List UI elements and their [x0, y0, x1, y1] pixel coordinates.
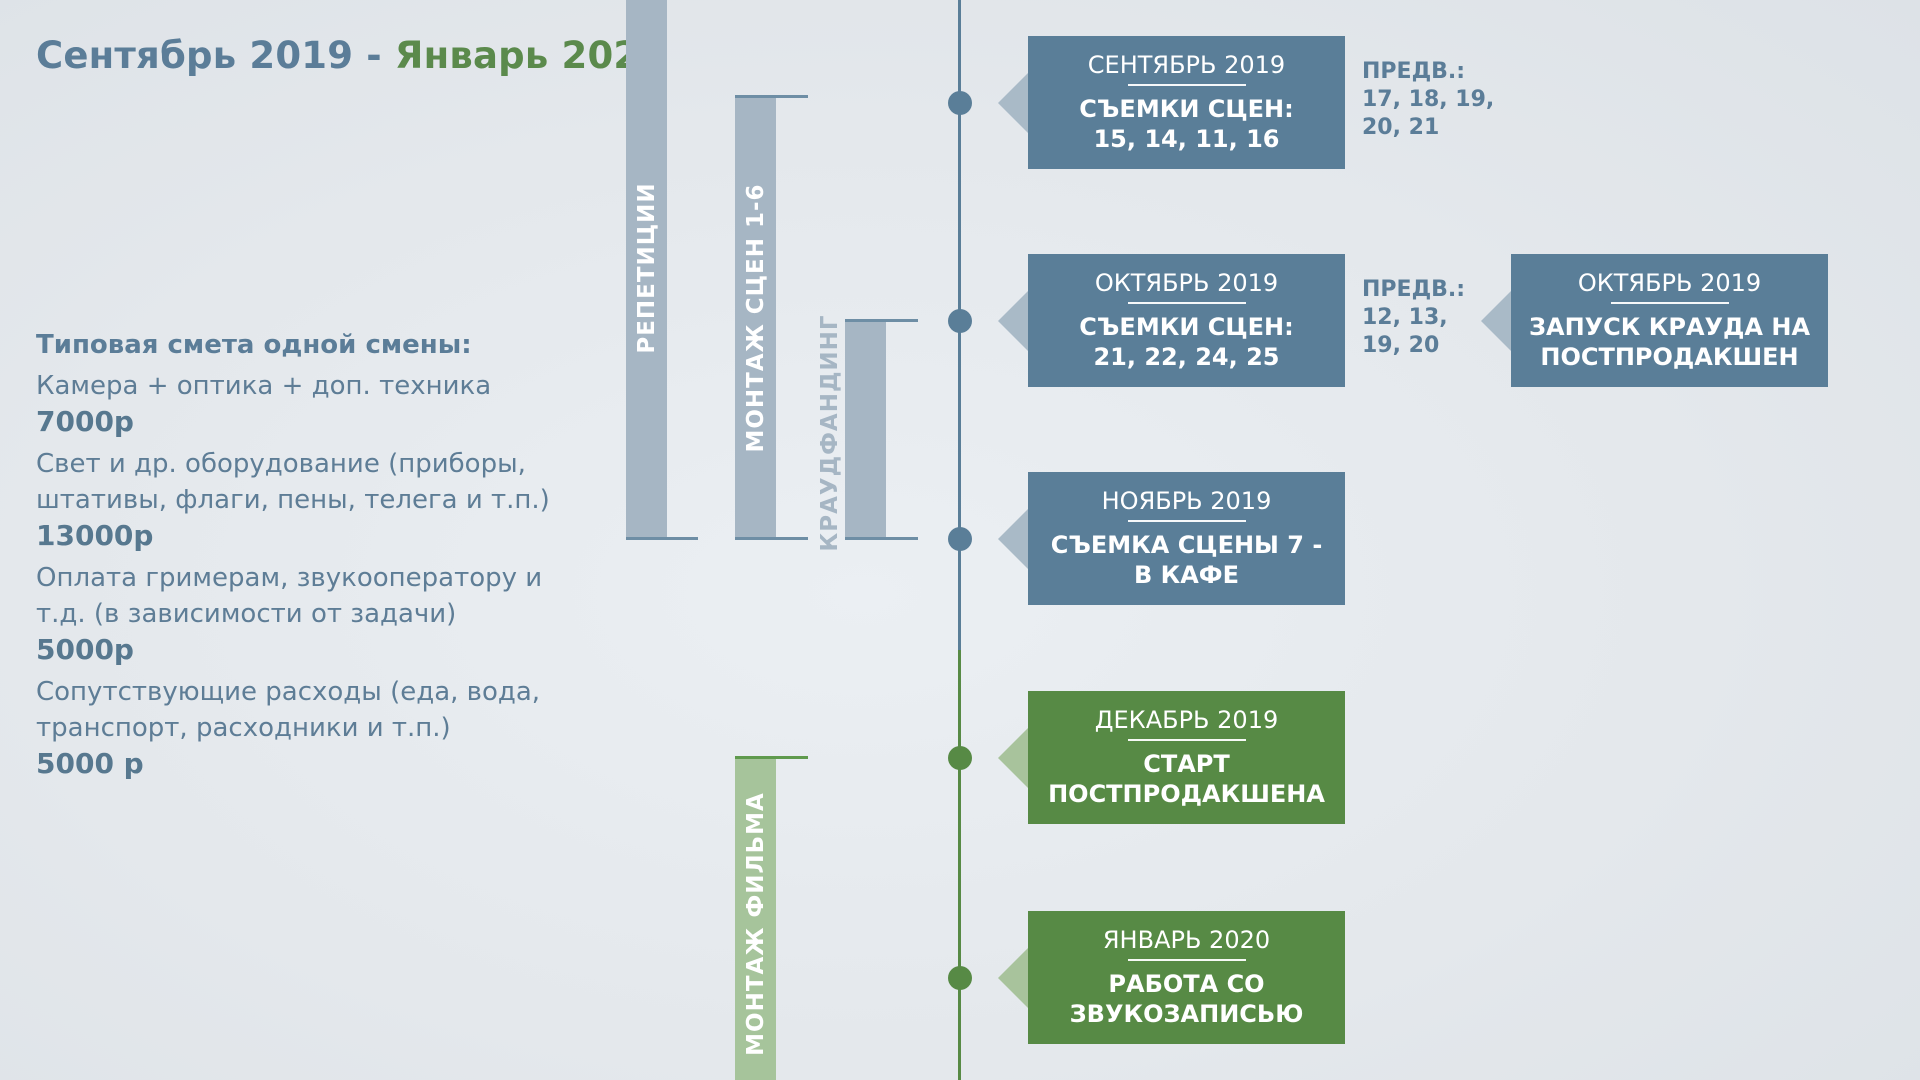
- estimate-item-desc: Свет и др. оборудование (приборы, штатив…: [36, 449, 550, 515]
- timeline-dot: [948, 746, 972, 770]
- card-pointer: [998, 73, 1028, 133]
- timeline-dot: [948, 966, 972, 990]
- event-divider: [1127, 959, 1246, 961]
- event-divider: [1127, 520, 1246, 522]
- estimate-item: Оплата гримерам, звукооператору и т.д. (…: [36, 560, 596, 668]
- estimate-item-price: 5000р: [36, 633, 134, 666]
- bar-film-editing: МОНТАЖ ФИЛЬМА: [735, 758, 776, 1080]
- estimate-item-price: 5000 р: [36, 747, 144, 780]
- event-divider: [1610, 302, 1729, 304]
- bar-crowdfunding-fill: [845, 321, 886, 539]
- estimate-item-desc: Камера + оптика + доп. техника: [36, 371, 492, 401]
- event-card-dec-2019: ДЕКАБРЬ 2019 СТАРТ ПОСТПРОДАКШЕНА: [1028, 691, 1345, 824]
- bar-crowdfunding-cap-bottom: [845, 537, 918, 540]
- title-start: Сентябрь 2019 -: [36, 34, 395, 77]
- bar-crowdfunding: [845, 321, 886, 539]
- bar-rehearsals-cap-bottom: [626, 537, 698, 540]
- event-card-sep-2019: СЕНТЯБРЬ 2019 СЪЕМКИ СЦЕН: 15, 14, 11, 1…: [1028, 36, 1345, 169]
- estimate-item: Свет и др. оборудование (приборы, штатив…: [36, 446, 596, 554]
- event-month: ОКТЯБРЬ 2019: [1094, 269, 1279, 297]
- page-title: Сентябрь 2019 - Январь 2020: [36, 34, 665, 77]
- estimate-item-price: 13000р: [36, 519, 154, 552]
- event-divider: [1127, 84, 1246, 86]
- estimate-item: Сопутствующие расходы (еда, вода, трансп…: [36, 674, 596, 782]
- event-divider: [1127, 739, 1246, 741]
- timeline-dot: [948, 91, 972, 115]
- card-pointer: [1481, 291, 1511, 351]
- event-body: РАБОТА СО ЗВУКОЗАПИСЬЮ: [1069, 970, 1304, 1028]
- event-card-crowd-launch: ОКТЯБРЬ 2019 ЗАПУСК КРАУДА НА ПОСТПРОДАК…: [1511, 254, 1828, 387]
- estimate-item: Камера + оптика + доп. техника 7000р: [36, 368, 596, 440]
- bar-editing-scenes-cap-bottom: [735, 537, 808, 540]
- bar-film-editing-label: МОНТАЖ ФИЛЬМА: [742, 792, 769, 1056]
- shift-estimate: Типовая смета одной смены: Камера + опти…: [36, 330, 596, 788]
- bar-rehearsals-fill: [626, 0, 667, 539]
- bar-film-editing-cap-top: [735, 756, 808, 759]
- event-prelim-dates: ПРЕДВ.: 12, 13, 19, 20: [1362, 277, 1466, 358]
- estimate-heading: Типовая смета одной смены:: [36, 330, 472, 360]
- card-pointer: [998, 728, 1028, 788]
- timeline-line-green: [958, 650, 961, 1080]
- event-body: СЪЕМКА СЦЕНЫ 7 - В КАФЕ: [1050, 531, 1323, 589]
- event-card-jan-2020: ЯНВАРЬ 2020 РАБОТА СО ЗВУКОЗАПИСЬЮ: [1028, 911, 1345, 1044]
- event-body: СЪЕМКИ СЦЕН: 21, 22, 24, 25: [1079, 313, 1294, 371]
- event-body: СТАРТ ПОСТПРОДАКШЕНА: [1048, 750, 1325, 808]
- card-pointer: [998, 509, 1028, 569]
- timeline-dot: [948, 527, 972, 551]
- event-body: СЪЕМКИ СЦЕН: 15, 14, 11, 16: [1079, 95, 1294, 153]
- bar-film-editing-fill: [735, 758, 776, 1080]
- bar-rehearsals-label: РЕПЕТИЦИИ: [633, 182, 660, 354]
- estimate-item-price: 7000р: [36, 405, 134, 438]
- event-month: ДЕКАБРЬ 2019: [1094, 706, 1279, 734]
- bar-crowdfunding-cap-top: [845, 319, 918, 322]
- estimate-item-desc: Оплата гримерам, звукооператору и т.д. (…: [36, 563, 543, 629]
- event-prelim-dates: ПРЕДВ.: 17, 18, 19, 20, 21: [1362, 59, 1495, 140]
- event-divider: [1127, 302, 1246, 304]
- event-month: НОЯБРЬ 2019: [1101, 487, 1272, 515]
- event-month: ОКТЯБРЬ 2019: [1577, 269, 1762, 297]
- bar-editing-scenes: МОНТАЖ СЦЕН 1-6: [735, 96, 776, 539]
- event-body: ЗАПУСК КРАУДА НА ПОСТПРОДАКШЕН: [1528, 313, 1811, 371]
- bar-editing-scenes-cap-top: [735, 95, 808, 98]
- title-end: Январь 2020: [394, 34, 666, 77]
- event-month: ЯНВАРЬ 2020: [1102, 926, 1271, 954]
- event-card-nov-2019: НОЯБРЬ 2019 СЪЕМКА СЦЕНЫ 7 - В КАФЕ: [1028, 472, 1345, 605]
- bar-editing-scenes-fill: [735, 96, 776, 539]
- bar-crowdfunding-label: КРАУДФАНДИНГ: [817, 314, 843, 552]
- event-card-oct-2019: ОКТЯБРЬ 2019 СЪЕМКИ СЦЕН: 21, 22, 24, 25: [1028, 254, 1345, 387]
- event-month: СЕНТЯБРЬ 2019: [1087, 51, 1286, 79]
- card-pointer: [998, 948, 1028, 1008]
- estimate-item-desc: Сопутствующие расходы (еда, вода, трансп…: [36, 677, 541, 743]
- bar-editing-scenes-label: МОНТАЖ СЦЕН 1-6: [742, 183, 769, 453]
- timeline-dot: [948, 309, 972, 333]
- card-pointer: [998, 291, 1028, 351]
- bar-rehearsals: РЕПЕТИЦИИ: [626, 0, 667, 539]
